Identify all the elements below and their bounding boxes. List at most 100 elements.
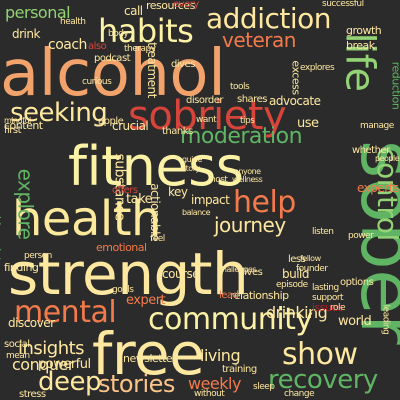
- word-conquer: conquer: [12, 355, 74, 374]
- word-change: change: [284, 389, 315, 399]
- word-show: show: [282, 337, 358, 372]
- word-living: living: [200, 346, 241, 365]
- word-personal: personal: [5, 3, 71, 22]
- word-disorder: disorder: [186, 95, 224, 106]
- word-mental: mental: [14, 295, 117, 330]
- word-mindful: mindful: [4, 116, 31, 125]
- word-role: role: [330, 303, 346, 313]
- word-alcohol: alcohol: [0, 37, 226, 111]
- word-experts: experts: [357, 181, 399, 195]
- word-training: training: [222, 364, 257, 375]
- word-host: host: [210, 175, 228, 185]
- word-community: community: [148, 302, 313, 337]
- word-stories: stories: [98, 370, 175, 398]
- word-coach: coach: [48, 37, 87, 53]
- word-stress: stress: [19, 389, 46, 400]
- word-emotional: emotional: [96, 241, 147, 254]
- word-finding: finding: [4, 261, 39, 274]
- word-expert: expert: [126, 293, 166, 308]
- word-seeking: seeking: [10, 98, 108, 128]
- word-discover: discover: [8, 316, 55, 330]
- word-lives: lives: [242, 267, 263, 278]
- word-episode: episode: [276, 280, 308, 290]
- word-whether: whether: [352, 145, 390, 156]
- word-power: power: [348, 231, 374, 241]
- word-listen: listen: [312, 227, 334, 237]
- word-story: story: [182, 164, 200, 173]
- word-explore: explore: [13, 168, 38, 240]
- word-shares: shares: [237, 94, 267, 105]
- word-options: options: [340, 277, 374, 288]
- word-advocate: advocate: [269, 94, 321, 108]
- word-anyone: anyone: [234, 167, 261, 176]
- word-tools: tools: [230, 82, 250, 92]
- word-drink: drink: [12, 27, 40, 41]
- word-weekly: weekly: [188, 374, 241, 393]
- word-sobriety: sobriety: [128, 93, 287, 139]
- word-feel: feel: [150, 234, 165, 244]
- word-challenges: challenges: [218, 265, 256, 274]
- word-less: less: [288, 254, 306, 265]
- word-health: health: [60, 17, 86, 27]
- word-want: want: [196, 115, 217, 125]
- word-crucial: crucial: [112, 119, 149, 133]
- word-resources: resources: [146, 0, 195, 12]
- word-reduction: reduction: [389, 61, 400, 110]
- word-manage: manage: [360, 121, 394, 131]
- word-lasting: lasting: [312, 283, 339, 293]
- word-social: social: [4, 339, 30, 350]
- word-impact: impact: [191, 193, 230, 207]
- word-build: build: [282, 267, 310, 281]
- word-curious: curious: [82, 77, 112, 87]
- word-relationship: relationship: [230, 289, 289, 302]
- word-blueprint: blueprint: [0, 215, 4, 262]
- word-insights: insights: [18, 338, 85, 359]
- word-use: use: [297, 116, 319, 131]
- word-without: without: [194, 389, 225, 399]
- word-growth: growth: [346, 24, 382, 37]
- word-break: break: [346, 39, 375, 52]
- word-moderation: moderation: [180, 124, 303, 149]
- word-also: also: [88, 41, 107, 52]
- word-free: free: [92, 320, 205, 388]
- word-body: body: [108, 29, 129, 39]
- word-offers: offers: [112, 185, 138, 196]
- word-explores: explores: [300, 63, 335, 73]
- word-help: help: [233, 185, 296, 220]
- word-founder: founder: [296, 264, 328, 274]
- word-actionable: actionable: [147, 183, 162, 241]
- word-therapy: therapy: [124, 44, 156, 54]
- word-leading: leading: [380, 304, 391, 335]
- word-tips: tips: [240, 116, 255, 126]
- word-issues: issues: [312, 301, 344, 314]
- word-powerful: powerful: [38, 357, 91, 372]
- word-health: health: [12, 191, 161, 247]
- word-first: first: [4, 125, 22, 136]
- word-drinking: drinking: [266, 303, 328, 322]
- word-content: content: [4, 119, 43, 132]
- word-wellness: wellness: [232, 175, 263, 184]
- word-journey: journey: [214, 213, 286, 237]
- word-dives: dives: [171, 59, 195, 70]
- word-take: take: [126, 192, 153, 207]
- word-course: course: [162, 267, 200, 281]
- word-world: world: [338, 314, 372, 329]
- word-addiction: addiction: [206, 2, 332, 35]
- word-newsletter: newsletter: [123, 352, 177, 365]
- word-people: people: [375, 154, 400, 163]
- word-fellow: fellow: [300, 254, 321, 263]
- word-podcast: podcast: [94, 53, 131, 64]
- word-person: person: [24, 251, 52, 261]
- word-mean: mean: [6, 351, 30, 361]
- word-habits: habits: [98, 12, 194, 50]
- word-sleep: sleep: [253, 382, 275, 392]
- word-support: support: [312, 293, 344, 303]
- word-every: every: [173, 0, 199, 10]
- word-goals: goals: [112, 285, 134, 295]
- word-veteran: veteran: [222, 28, 296, 52]
- word-strength: strength: [8, 240, 249, 308]
- word-recovery: recovery: [268, 365, 378, 395]
- word-balance: balance: [182, 208, 211, 217]
- word-fitness: fitness: [68, 135, 244, 198]
- word-thanks: thanks: [162, 126, 193, 137]
